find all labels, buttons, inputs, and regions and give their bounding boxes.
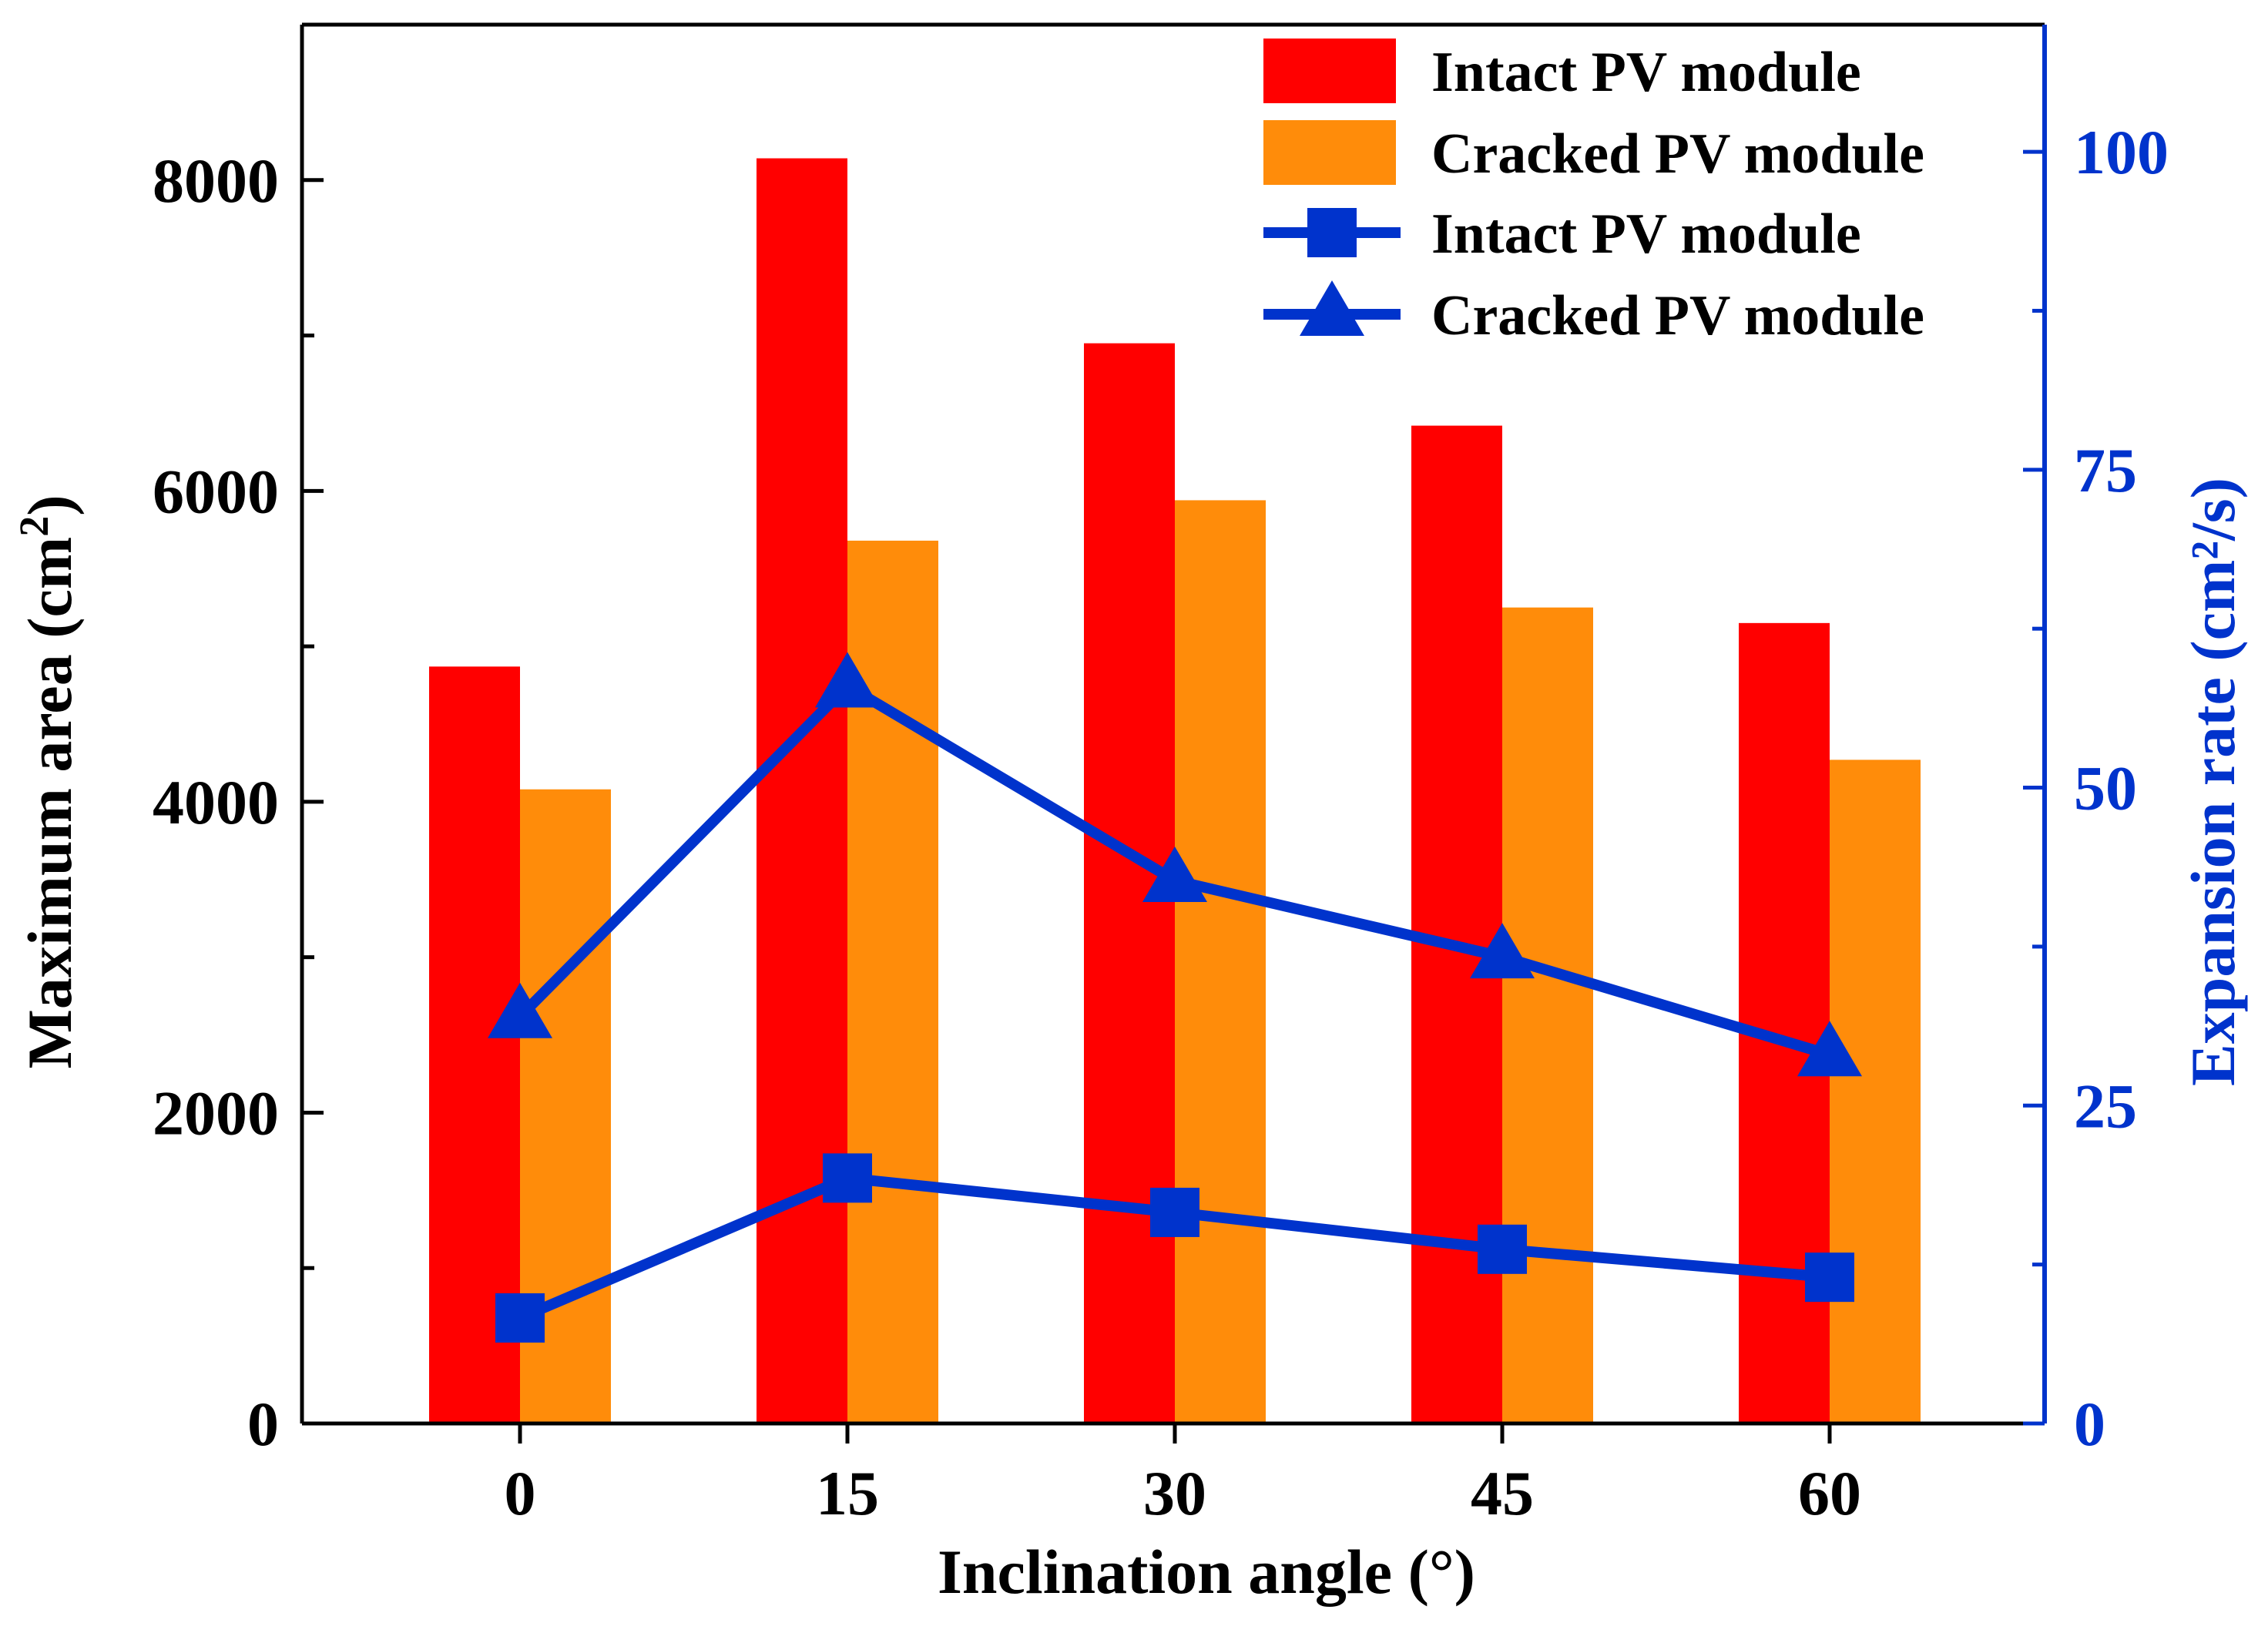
legend-label-1: Cracked PV module <box>1431 122 1924 186</box>
legend-swatch-intact-bar <box>1263 39 1396 103</box>
legend-marker-triangle <box>1300 280 1364 336</box>
y2-tick-label-25: 25 <box>2074 1071 2137 1141</box>
legend-label-0: Intact PV module <box>1431 41 1861 104</box>
x-tick-label-15: 15 <box>816 1458 879 1528</box>
legend-marker-square <box>1307 208 1357 257</box>
y-axis-title-superscript: 2 <box>11 516 57 537</box>
bar-cracked-15 <box>847 540 938 1423</box>
y-tick-label-6000: 6000 <box>153 456 279 526</box>
marker-cracked-15 <box>815 652 880 708</box>
y-tick-label-0: 0 <box>247 1389 279 1459</box>
x-tick-label-0: 0 <box>505 1458 536 1528</box>
marker-cracked-30 <box>1142 847 1207 903</box>
y2-tick-label-0: 0 <box>2074 1389 2105 1459</box>
ticks-layer <box>302 149 2045 1444</box>
legend: Intact PV module Cracked PV module Intact … <box>1263 39 1924 347</box>
y-axis-title: Maximum area (cm2) <box>11 495 85 1068</box>
y-axis-title-close: ) <box>15 495 85 515</box>
bar-cracked-60 <box>1830 759 1921 1423</box>
marker-intact-15 <box>823 1153 872 1203</box>
y2-tick-label-50: 50 <box>2074 753 2137 823</box>
x-axis-title: Inclination angle (°) <box>938 1537 1475 1607</box>
bar-intact-60 <box>1739 622 1830 1423</box>
marker-intact-30 <box>1150 1187 1199 1237</box>
bars-layer <box>429 158 1921 1424</box>
tick-labels-layer: 0 2000 4000 6000 8000 0 25 50 75 100 0 15 30 45 60 <box>153 117 2169 1528</box>
legend-label-2: Intact PV module <box>1431 203 1861 266</box>
y2-axis-title: Expansion rate (cm²/s) <box>2178 478 2248 1086</box>
y2-tick-label-75: 75 <box>2074 435 2137 505</box>
bar-intact-15 <box>757 158 847 1423</box>
y-tick-label-2000: 2000 <box>153 1078 279 1148</box>
marker-cracked-45 <box>1470 923 1535 979</box>
marker-intact-0 <box>495 1293 545 1343</box>
marker-intact-45 <box>1478 1224 1527 1274</box>
y-axis-title-base: Maximum area (cm <box>15 537 85 1069</box>
bar-cracked-45 <box>1502 607 1593 1423</box>
marker-intact-60 <box>1805 1252 1854 1303</box>
y2-tick-label-100: 100 <box>2074 117 2169 187</box>
marker-cracked-60 <box>1797 1021 1862 1077</box>
x-tick-label-30: 30 <box>1143 1458 1206 1528</box>
legend-label-3: Cracked PV module <box>1431 284 1924 347</box>
y-tick-label-4000: 4000 <box>153 767 279 837</box>
y-tick-label-8000: 8000 <box>153 146 279 216</box>
x-tick-label-45: 45 <box>1471 1458 1534 1528</box>
lines-layer <box>488 652 1862 1343</box>
x-tick-label-60: 60 <box>1798 1458 1861 1528</box>
legend-swatch-cracked-bar <box>1263 120 1396 185</box>
marker-cracked-0 <box>488 982 552 1038</box>
bar-cracked-30 <box>1175 500 1266 1424</box>
